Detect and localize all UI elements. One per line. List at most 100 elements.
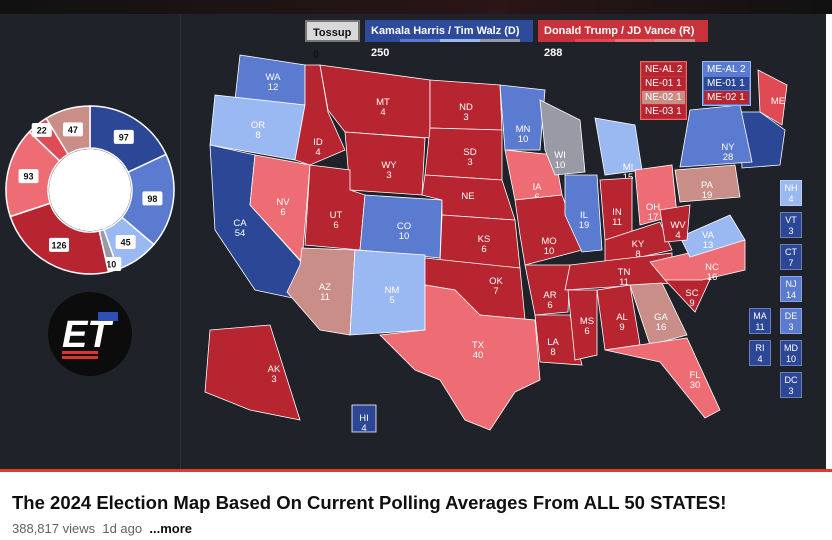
video-title: The 2024 Election Map Based On Current P…	[12, 492, 727, 513]
state-label: IL 19	[579, 210, 590, 231]
donut-label-bg	[142, 191, 163, 206]
state-ky[interactable]	[604, 221, 673, 266]
small-state-nh[interactable]: NH 4	[780, 180, 802, 206]
state-label: HI 4	[359, 413, 369, 434]
state-label: VA 13	[702, 230, 715, 251]
state-ny[interactable]	[679, 104, 753, 168]
state-label: OR 8	[251, 120, 265, 141]
state-va[interactable]	[679, 214, 746, 258]
state-ga[interactable]	[629, 282, 688, 346]
state-label: ID 4	[313, 137, 323, 158]
small-state-nj[interactable]: NJ 14	[780, 276, 802, 302]
state-label: ME	[771, 96, 785, 107]
et-logo-icon: ET	[62, 312, 118, 359]
more-link[interactable]: ...more	[149, 521, 192, 536]
divider	[180, 14, 181, 470]
donut-label-bg	[31, 122, 52, 137]
state-label: NV 6	[276, 197, 290, 218]
state-label: WI 10	[554, 150, 566, 171]
small-state-ri[interactable]: RI 4	[749, 340, 771, 366]
district-row: NE-AL 2	[642, 63, 686, 76]
state-label: WA 12	[266, 72, 282, 93]
state-ar[interactable]	[524, 264, 571, 316]
donut-label: 93	[24, 172, 34, 182]
state-mt[interactable]	[319, 64, 431, 139]
small-state-de[interactable]: DE 3	[780, 308, 802, 334]
state-fl[interactable]	[604, 337, 721, 419]
donut-label-bg	[62, 122, 83, 137]
state-label: NM 5	[385, 285, 400, 306]
maine-districts: ME-AL 2 ME-01 1 ME-02 1	[702, 61, 751, 106]
state-label: WY 3	[381, 160, 397, 181]
donut-label: 47	[68, 125, 78, 135]
state-label: PA 19	[701, 180, 714, 201]
state-mi[interactable]	[594, 117, 643, 176]
state-me[interactable]	[757, 69, 788, 126]
state-label: AL 9	[616, 312, 628, 333]
state-label: AR 6	[543, 290, 556, 311]
state-label: OH 17	[646, 202, 660, 223]
edge	[826, 14, 832, 472]
state-label: MO 10	[541, 236, 556, 257]
video-player[interactable]: Tossup 0 Kamala Harris / Tim Walz (D) 25…	[0, 0, 832, 472]
state-label: UT 6	[330, 210, 343, 231]
donut-label: 22	[37, 125, 47, 135]
state-label: LA 8	[547, 337, 559, 358]
state-label: CA 54	[233, 218, 247, 239]
state-label: WV 4	[670, 220, 686, 241]
video-meta: 388,817 views 1d ago ...more	[12, 521, 192, 536]
state-label: ND 3	[459, 102, 473, 123]
small-state-dc[interactable]: DC 3	[780, 372, 802, 398]
state-label: NE	[461, 191, 474, 202]
state-mn[interactable]	[499, 84, 546, 151]
legend-tossup: Tossup 0	[305, 20, 360, 61]
small-state-ma[interactable]: MA 11	[749, 308, 771, 334]
donut-label: 97	[119, 132, 129, 142]
donut-label-bg	[49, 237, 70, 252]
state-label: AZ 11	[319, 282, 331, 303]
legend-rep: Donald Trump / JD Vance (R) 288	[538, 20, 708, 59]
legend-rep-label: Donald Trump / JD Vance (R) 288	[544, 25, 695, 59]
state-pa[interactable]	[674, 164, 741, 203]
legend-dem: Kamala Harris / Tim Walz (D) 250	[365, 20, 533, 59]
donut-label: 10	[106, 259, 116, 269]
state-ms[interactable]	[567, 289, 598, 361]
district-row: NE-02 1	[642, 91, 686, 104]
top-bar	[0, 0, 832, 14]
state-label: KY 8	[632, 239, 645, 260]
us-electoral-map: WA 12 OR 8 CA 54 NV 6 ID 4 MT 4 WY 3 UT 6 CO 10 AZ 11 NM 5 ND 3…	[204, 54, 788, 434]
state-label: KS 6	[478, 234, 491, 255]
state-label: AK 3	[268, 364, 281, 385]
small-state-ct[interactable]: CT 7	[780, 244, 802, 270]
state-label: SC 9	[685, 288, 698, 309]
state-ak[interactable]	[204, 324, 301, 421]
video-progress-bar[interactable]	[0, 469, 832, 472]
state-label: TX 40	[472, 340, 485, 361]
small-state-md[interactable]: MD 10	[780, 340, 802, 366]
state-label: IN 11	[612, 207, 622, 228]
district-row: NE-03 1	[642, 105, 686, 118]
state-wv[interactable]	[659, 204, 691, 243]
state-tx[interactable]	[379, 284, 541, 431]
state-label: TN 11	[618, 267, 631, 288]
donut-label-bg	[115, 234, 136, 249]
state-la[interactable]	[534, 314, 583, 366]
district-row: ME-02 1	[704, 91, 749, 104]
donut-label-bg	[113, 129, 134, 144]
state-label: GA 16	[654, 312, 668, 333]
donut-label: 126	[52, 240, 67, 250]
donut-label: 98	[147, 194, 157, 204]
state-label: MS 6	[580, 316, 594, 337]
view-count: 388,817 views	[12, 521, 96, 536]
district-row: ME-01 1	[704, 77, 749, 90]
state-hi[interactable]	[351, 404, 377, 433]
state-il[interactable]	[564, 174, 603, 253]
state-label: FL 30	[689, 370, 700, 391]
small-state-vt[interactable]: VT 3	[780, 212, 802, 238]
state-label: NY 28	[721, 142, 735, 163]
state-wi[interactable]	[539, 99, 586, 176]
state-label: MT 4	[376, 97, 390, 118]
upload-age: 1d ago	[102, 521, 143, 536]
state-label: OK 7	[489, 276, 503, 297]
state-label: MN 10	[516, 124, 531, 145]
